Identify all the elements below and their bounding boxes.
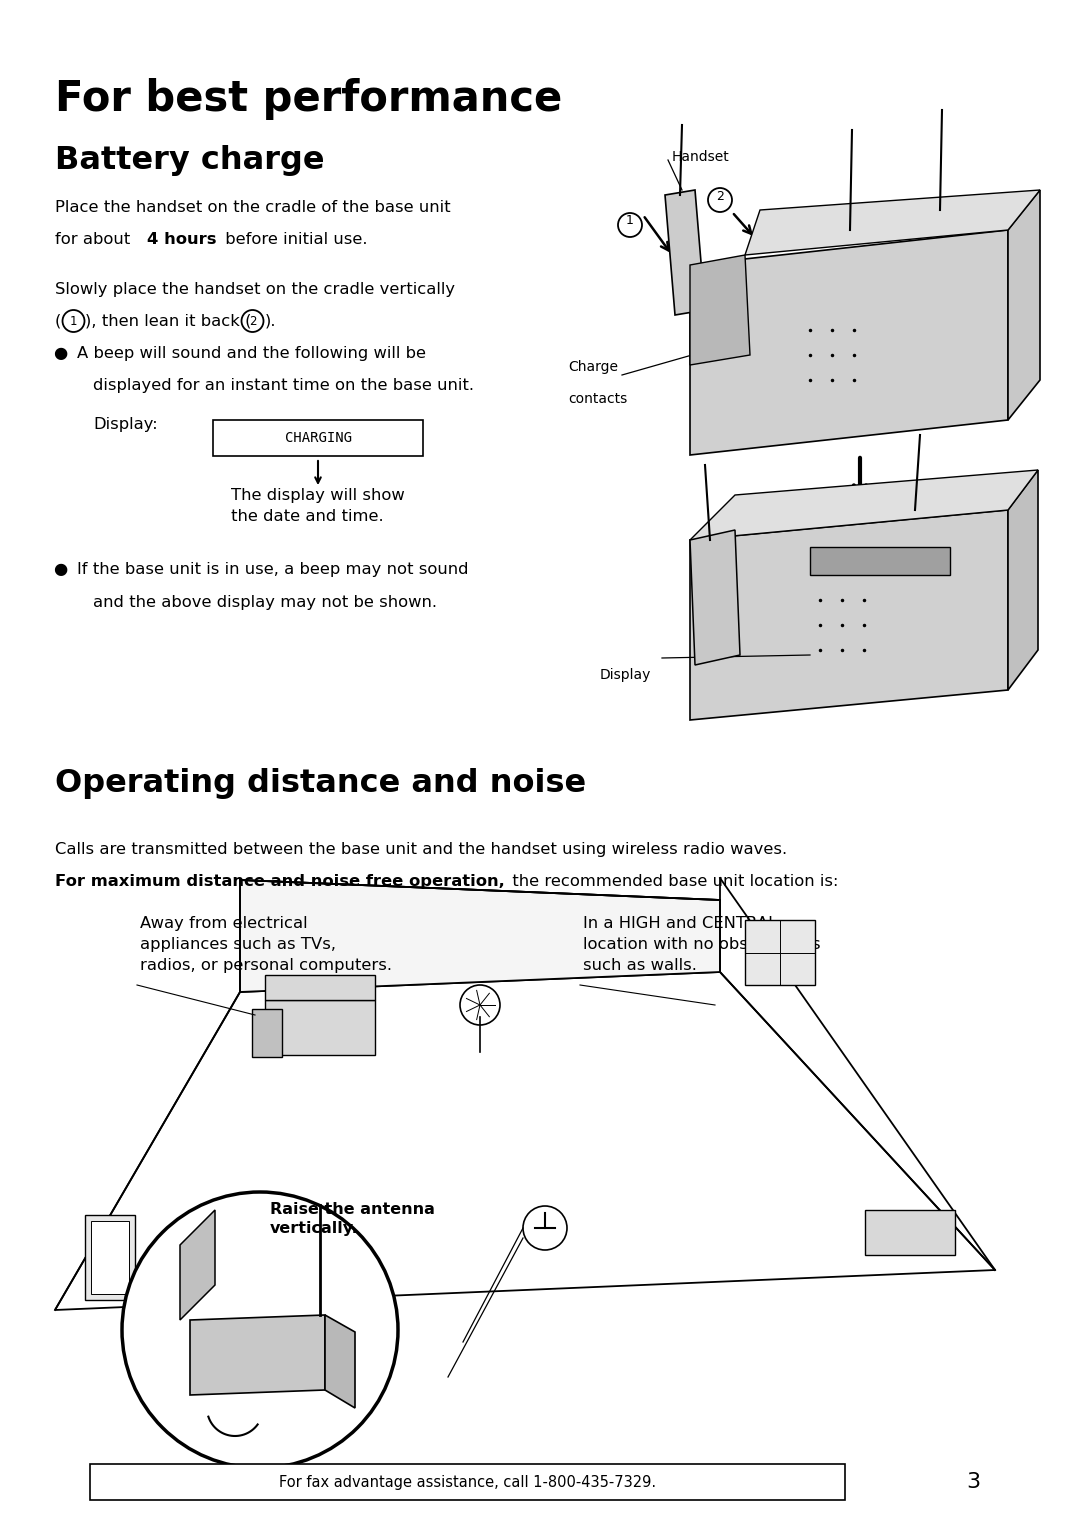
Text: 1: 1 [626, 215, 634, 227]
Bar [265, 975, 375, 1000]
Text: Charge: Charge [568, 360, 618, 374]
Text: For fax advantage assistance, call 1-800-435-7329.: For fax advantage assistance, call 1-800… [279, 1474, 656, 1489]
Text: ).: ). [265, 314, 276, 330]
Bar [85, 1215, 135, 1300]
Text: In a HIGH and CENTRAL
location with no obstructions
such as walls.: In a HIGH and CENTRAL location with no o… [583, 916, 821, 974]
Text: For maximum distance and noise free operation,: For maximum distance and noise free oper… [55, 874, 504, 890]
Circle shape [122, 1192, 399, 1468]
Text: Away from electrical
appliances such as TVs,
radios, or personal computers.: Away from electrical appliances such as … [140, 916, 392, 974]
Text: Display: Display [600, 668, 651, 682]
Text: Display:: Display: [93, 417, 158, 432]
Text: The display will show
the date and time.: The display will show the date and time. [231, 488, 405, 523]
Polygon shape [690, 470, 1038, 540]
Text: 2: 2 [248, 314, 256, 328]
Text: and the above display may not be shown.: and the above display may not be shown. [93, 595, 437, 610]
Polygon shape [1008, 470, 1038, 690]
Bar [91, 1221, 129, 1294]
Text: Operating distance and noise: Operating distance and noise [55, 768, 586, 800]
Text: 1: 1 [70, 314, 78, 328]
Bar [745, 920, 815, 984]
Polygon shape [690, 530, 740, 665]
Text: displayed for an instant time on the base unit.: displayed for an instant time on the bas… [93, 378, 474, 394]
Bar [90, 1463, 845, 1500]
Text: before initial use.: before initial use. [220, 232, 367, 247]
Bar [865, 1210, 955, 1254]
Text: contacts: contacts [568, 392, 627, 406]
Bar [252, 1009, 282, 1058]
Polygon shape [325, 1315, 355, 1408]
Text: (: ( [55, 314, 62, 330]
Polygon shape [180, 1210, 215, 1320]
Bar [810, 546, 950, 575]
Text: Handset: Handset [672, 150, 730, 163]
Polygon shape [55, 972, 995, 1309]
Text: Raise the antenna
vertically.: Raise the antenna vertically. [270, 1202, 435, 1236]
Text: Place the handset on the cradle of the base unit: Place the handset on the cradle of the b… [55, 200, 450, 215]
Text: ), then lean it back (: ), then lean it back ( [85, 314, 252, 330]
Text: for about: for about [55, 232, 135, 247]
Text: 2: 2 [716, 189, 724, 203]
Polygon shape [1008, 191, 1040, 420]
Text: ●: ● [53, 562, 67, 577]
Polygon shape [690, 255, 750, 365]
Polygon shape [190, 1315, 325, 1395]
Text: If the base unit is in use, a beep may not sound: If the base unit is in use, a beep may n… [77, 562, 469, 577]
Bar [213, 420, 423, 456]
Text: the recommended base unit location is:: the recommended base unit location is: [507, 874, 838, 890]
Text: For best performance: For best performance [55, 78, 563, 121]
Polygon shape [690, 510, 1008, 720]
Polygon shape [240, 881, 720, 992]
Text: Slowly place the handset on the cradle vertically: Slowly place the handset on the cradle v… [55, 282, 455, 298]
Text: ●: ● [53, 346, 67, 362]
Polygon shape [745, 191, 1040, 255]
Text: Calls are transmitted between the base unit and the handset using wireless radio: Calls are transmitted between the base u… [55, 842, 787, 858]
Text: 3: 3 [966, 1473, 980, 1492]
Polygon shape [665, 191, 705, 314]
Bar [265, 1000, 375, 1054]
Text: Battery charge: Battery charge [55, 145, 324, 175]
Text: 4 hours: 4 hours [147, 232, 216, 247]
Polygon shape [690, 230, 1008, 455]
Text: A beep will sound and the following will be: A beep will sound and the following will… [77, 346, 426, 362]
Text: CHARGING: CHARGING [284, 430, 351, 446]
